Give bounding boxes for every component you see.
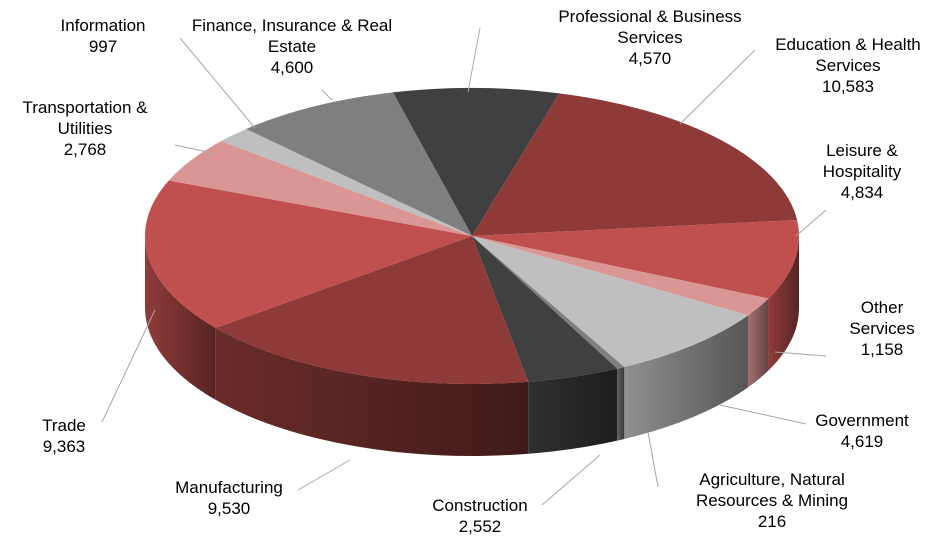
pie-side [145,236,216,400]
category-label: Other Services [849,298,915,338]
slice-label: Transportation & Utilities 2,768 [0,97,173,160]
leader-line [679,49,756,125]
category-label: Education & Health Services [775,35,921,75]
category-label: Manufacturing [175,478,283,497]
pie-slice [472,236,625,369]
value-label: 4,600 [270,58,314,77]
value-label: 10,583 [822,77,874,96]
slice-label: Information 997 [48,15,158,57]
slice-label: Education & Health Services 10,583 [753,34,943,97]
pie-slice [472,236,769,316]
pie-side [215,327,529,456]
leader-line [774,351,827,357]
category-label: Finance, Insurance & Real Estate [191,16,393,56]
leader-line [174,144,213,154]
leader-line [647,431,659,488]
pie-side [617,366,625,441]
slice-label: Agriculture, Natural Resources & Mining 2… [672,469,872,532]
slice-label: Construction 2,552 [410,495,550,537]
pie-side [768,236,800,371]
pie-slice [472,93,798,236]
category-label: Agriculture, Natural Resources & Mining [695,470,849,510]
leader-line [541,454,601,506]
pie-slice [472,236,748,367]
value-label: 9,530 [207,499,251,518]
pie-slice [168,141,472,236]
value-label: 4,619 [840,432,884,451]
value-label: 2,768 [63,140,107,159]
slice-label: Other Services 1,158 [832,297,932,360]
pie-side [624,315,748,439]
category-label: Information [60,16,146,35]
pie-slice [472,236,618,382]
pie-slice [145,180,473,328]
value-label: 2,552 [458,517,502,536]
leader-line [467,27,481,93]
value-label: 9,363 [42,437,86,456]
pie-slice [472,219,799,299]
pie-slice [246,92,472,236]
value-label: 4,834 [840,183,884,202]
leader-line [297,459,351,491]
leader-line [101,309,156,423]
leader-line [719,404,807,425]
value-label: 216 [757,512,787,531]
slice-label: Trade 9,363 [24,415,104,457]
leader-line [321,89,333,101]
pie-side [747,298,769,388]
pie-slice [221,128,472,236]
value-label: 1,158 [860,340,904,359]
leader-line [179,37,256,129]
category-label: Trade [42,416,86,435]
category-label: Construction [432,496,528,515]
slice-label: Government 4,619 [797,410,927,452]
slice-label: Manufacturing 9,530 [154,477,304,519]
slice-label: Professional & Business Services 4,570 [545,6,755,69]
value-label: 997 [88,37,118,56]
pie-side [528,368,618,454]
category-label: Leisure & Hospitality [822,141,902,181]
leader-line [795,209,827,237]
category-label: Government [815,411,909,430]
pie-slice [215,236,529,384]
slice-label: Leisure & Hospitality 4,834 [802,140,922,203]
pie-slice [392,88,560,236]
value-label: 4,570 [628,49,672,68]
category-label: Professional & Business Services [558,7,742,47]
category-label: Transportation & Utilities [22,98,148,138]
slice-label: Finance, Insurance & Real Estate 4,600 [187,15,397,78]
